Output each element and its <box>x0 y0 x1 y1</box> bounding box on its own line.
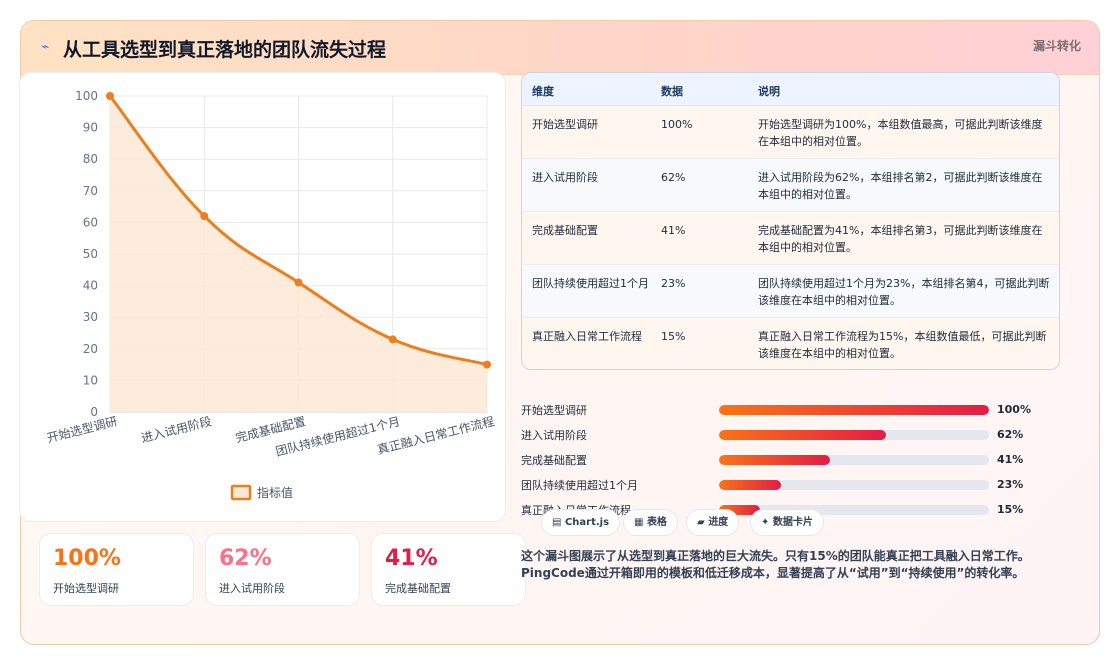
chip-label: 表格 <box>646 517 667 528</box>
series-line <box>108 95 488 367</box>
series-area <box>110 96 487 412</box>
x-tick-label: 进入试用阶段 <box>139 413 213 445</box>
chart-description: 这个漏斗图展示了从选型到真正落地的巨大流失。只有15%的团队能真正把工具融入日常… <box>521 549 1030 580</box>
column-header-data: 数据 <box>661 85 683 98</box>
stat-value: 100% <box>53 546 121 571</box>
header-tag: 漏斗转化 <box>1032 39 1081 53</box>
cell-data: 62% <box>661 171 686 184</box>
chart-icon: ▤ <box>552 517 562 528</box>
cell-data: 15% <box>661 330 686 343</box>
progress-row: 开始选型调研 100% <box>521 400 1060 420</box>
column-header-dimension: 维度 <box>532 85 554 98</box>
chip-table[interactable]: ▦ 表格 <box>623 509 678 536</box>
y-tick-label: 50 <box>83 247 98 261</box>
cell-description: 进入试用阶段为62%，本组排名第2，可据此判断该维度在本组中的相对位置。 <box>758 171 1043 201</box>
table-icon: ▦ <box>634 517 644 528</box>
chart-panel: 0 10 20 30 40 50 60 70 80 90 100 开始选型调研 进入试用阶段 完成基础配置… <box>19 72 506 522</box>
stat-card-1: 100% 开始选型调研 <box>39 533 194 606</box>
chip-label: Chart.js <box>564 517 610 528</box>
progress-track <box>719 505 989 515</box>
progress-track <box>719 405 989 415</box>
progress-label: 开始选型调研 <box>521 404 587 417</box>
column-header-description: 说明 <box>758 85 780 98</box>
card-icon: ✦ <box>761 517 770 528</box>
y-tick-label: 70 <box>83 184 98 198</box>
stat-value: 62% <box>219 546 272 571</box>
cell-dimension: 完成基础配置 <box>532 224 598 237</box>
cell-dimension: 真正融入日常工作流程 <box>532 330 642 343</box>
progress-fill <box>719 480 782 490</box>
y-tick-label: 40 <box>83 279 98 293</box>
cell-description: 团队持续使用超过1个月为23%，本组排名第4，可据此判断该维度在本组中的相对位置… <box>758 277 1050 307</box>
progress-icon: ▰ <box>697 517 705 528</box>
stat-label: 开始选型调研 <box>53 582 119 595</box>
progress-fill <box>719 405 989 415</box>
stat-card-2: 62% 进入试用阶段 <box>205 533 360 606</box>
y-tick-label: 10 <box>83 373 98 387</box>
stat-card-3: 41% 完成基础配置 <box>371 533 526 606</box>
stat-label: 完成基础配置 <box>385 582 451 595</box>
chip-label: 数据卡片 <box>772 517 813 528</box>
data-point <box>294 278 303 287</box>
chip-label: 进度 <box>708 517 729 528</box>
legend-label: 指标值 <box>257 485 293 500</box>
table-row: 进入试用阶段 62% 进入试用阶段为62%，本组排名第2，可据此判断该维度在本组… <box>522 159 1059 212</box>
y-tick-label: 0 <box>90 405 98 419</box>
cell-description: 开始选型调研为100%，本组数值最高，可据此判断该维度在本组中的相对位置。 <box>758 118 1043 148</box>
table-row: 开始选型调研 100% 开始选型调研为100%，本组数值最高，可据此判断该维度在… <box>522 106 1059 159</box>
cell-dimension: 进入试用阶段 <box>532 171 598 184</box>
y-tick-label: 90 <box>83 121 98 135</box>
spark-icon: ⌁ <box>41 39 50 55</box>
cell-data: 100% <box>661 118 693 131</box>
progress-track <box>719 430 989 440</box>
stat-label: 进入试用阶段 <box>219 582 285 595</box>
y-tick-label: 20 <box>83 342 98 356</box>
cell-dimension: 团队持续使用超过1个月 <box>532 277 649 290</box>
cell-data: 23% <box>661 277 686 290</box>
progress-row: 进入试用阶段 62% <box>521 425 1060 445</box>
progress-label: 完成基础配置 <box>521 454 587 467</box>
progress-value: 100% <box>997 403 1031 416</box>
progress-value: 62% <box>997 428 1024 441</box>
cell-dimension: 开始选型调研 <box>532 118 598 131</box>
data-point <box>106 92 114 100</box>
data-point <box>388 335 397 344</box>
cell-description: 完成基础配置为41%，本组排名第3，可据此判断该维度在本组中的相对位置。 <box>758 224 1043 254</box>
progress-label: 团队持续使用超过1个月 <box>521 479 638 492</box>
legend-swatch <box>230 484 252 501</box>
progress-label: 进入试用阶段 <box>521 429 587 442</box>
chip-progress[interactable]: ▰ 进度 <box>686 509 740 536</box>
page-title: 从工具选型到真正落地的团队流失过程 <box>63 39 387 61</box>
y-tick-label: 60 <box>83 215 98 229</box>
cell-description: 真正融入日常工作流程为15%，本组数值最低，可据此判断该维度在本组中的相对位置。 <box>758 330 1047 360</box>
progress-track <box>719 480 989 490</box>
data-table: 维度 数据 说明 开始选型调研 100% 开始选型调研为100%，本组数值最高，… <box>521 72 1060 370</box>
stat-value: 41% <box>385 546 438 571</box>
progress-fill <box>719 455 830 465</box>
y-tick-label: 30 <box>83 310 98 324</box>
cell-data: 41% <box>661 224 686 237</box>
chip-data-card[interactable]: ✦ 数据卡片 <box>750 509 824 536</box>
table-row: 团队持续使用超过1个月 23% 团队持续使用超过1个月为23%，本组排名第4，可… <box>522 265 1059 318</box>
x-tick-label: 开始选型调研 <box>45 414 118 445</box>
card-header: ⌁ 从工具选型到真正落地的团队流失过程 漏斗转化 <box>21 21 1099 75</box>
chip-chartjs[interactable]: ▤ Chart.js <box>541 509 621 536</box>
data-point <box>200 212 209 221</box>
progress-fill <box>719 430 887 440</box>
y-tick-label: 80 <box>83 152 98 166</box>
progress-row: 完成基础配置 41% <box>521 450 1060 470</box>
table-row: 真正融入日常工作流程 15% 真正融入日常工作流程为15%，本组数值最低，可据此… <box>522 318 1059 369</box>
progress-fill <box>719 505 760 515</box>
progress-row: 团队持续使用超过1个月 23% <box>521 475 1060 495</box>
data-point <box>483 360 491 369</box>
y-tick-label: 100 <box>75 89 98 103</box>
progress-value: 15% <box>997 503 1024 516</box>
progress-value: 41% <box>997 453 1024 466</box>
table-header: 维度 数据 说明 <box>522 73 1059 106</box>
progress-track <box>719 455 989 465</box>
table-row: 完成基础配置 41% 完成基础配置为41%，本组排名第3，可据此判断该维度在本组… <box>522 212 1059 265</box>
progress-value: 23% <box>997 478 1024 491</box>
